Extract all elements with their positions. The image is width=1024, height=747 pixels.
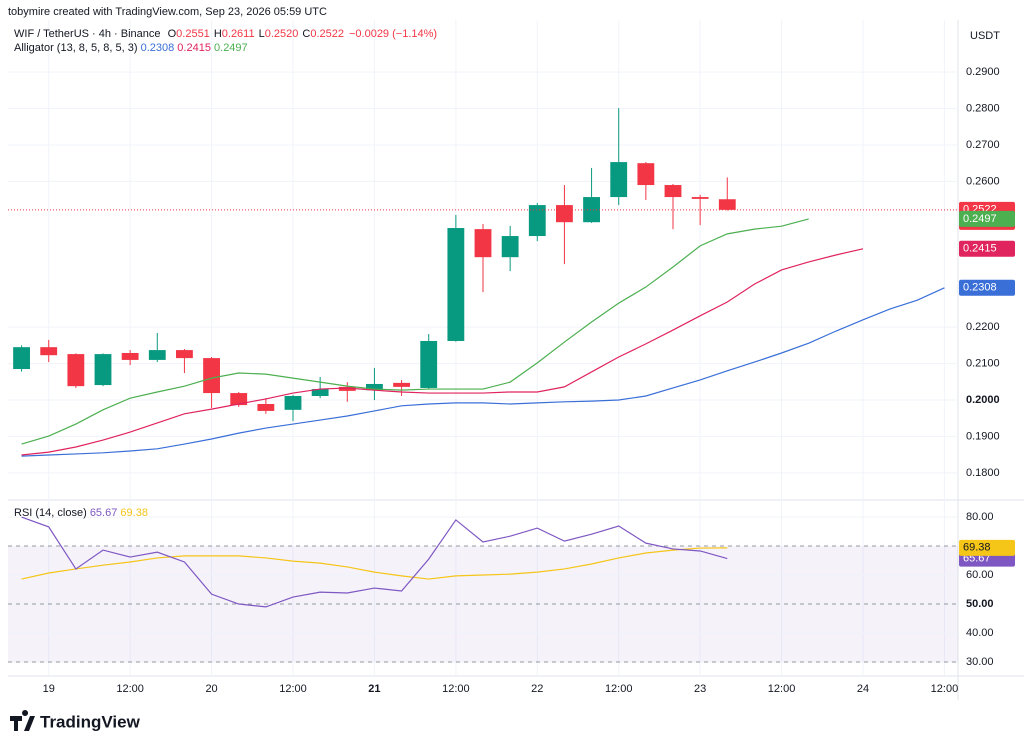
candle-body bbox=[148, 350, 166, 360]
x-tick-label: 12:00 bbox=[116, 683, 144, 695]
x-tick-label: 20 bbox=[205, 683, 217, 695]
y-tick-label: 0.2600 bbox=[966, 175, 1000, 187]
candle-body bbox=[366, 383, 383, 391]
x-tick-label: 12:00 bbox=[605, 683, 633, 695]
candle-body bbox=[284, 395, 302, 410]
candle-body bbox=[637, 163, 655, 186]
price-label: 0.2415 bbox=[963, 243, 997, 255]
y-tick-label: 0.2100 bbox=[966, 357, 1000, 369]
candle-body bbox=[474, 229, 492, 258]
candle-body bbox=[610, 162, 628, 198]
candle-body bbox=[338, 386, 356, 391]
candle-body bbox=[691, 197, 709, 199]
y-tick-label: 0.2800 bbox=[966, 102, 1000, 114]
x-tick-label: 12:00 bbox=[279, 683, 307, 695]
legend-key: O bbox=[168, 28, 177, 40]
y-tick-label: 80.00 bbox=[966, 511, 994, 523]
legend: Alligator (13, 8, 5, 8, 5, 3) 0.2308 0.2… bbox=[14, 42, 248, 54]
y-tick-label: 40.00 bbox=[966, 627, 994, 639]
candle-body bbox=[94, 354, 112, 386]
candle-body bbox=[13, 347, 30, 370]
candle-body bbox=[67, 354, 85, 387]
line-series bbox=[21, 248, 864, 456]
candle-body bbox=[230, 393, 248, 406]
legend-item: RSI (14, close) bbox=[14, 507, 87, 519]
line-series bbox=[21, 287, 945, 457]
legend-key: H bbox=[214, 28, 222, 40]
price-label-box bbox=[959, 240, 1015, 257]
y-tick-label: 0.1900 bbox=[966, 430, 1000, 442]
legend-item: 0.2415 bbox=[177, 42, 211, 54]
candle-body bbox=[718, 199, 736, 210]
line-series bbox=[21, 516, 728, 608]
y-tick-label: 60.00 bbox=[966, 569, 994, 581]
candle-body bbox=[501, 236, 519, 258]
legend-key: C bbox=[302, 28, 310, 40]
legend-key: L bbox=[259, 28, 265, 40]
legend-value: 0.2520 bbox=[265, 28, 299, 40]
legend-item: 65.67 bbox=[90, 507, 118, 519]
legend-item: 0.2497 bbox=[214, 42, 248, 54]
price-label-box bbox=[959, 539, 1015, 556]
x-tick-label: 23 bbox=[694, 683, 706, 695]
y-tick-label: 0.2700 bbox=[966, 139, 1000, 151]
logo: TradingView bbox=[10, 710, 141, 731]
legend-value: 0.2551 bbox=[176, 28, 210, 40]
y-tick-label: 0.2200 bbox=[966, 321, 1000, 333]
legend: WIF / TetherUS · 4h · Binance O0.2551 H0.… bbox=[14, 28, 437, 40]
currency: USDT bbox=[970, 30, 1000, 42]
candle-body bbox=[311, 389, 329, 396]
price-label-box bbox=[959, 279, 1015, 296]
candle-body bbox=[393, 382, 410, 387]
candle-body bbox=[420, 340, 438, 388]
legend: RSI (14, close) 65.67 69.38 bbox=[14, 507, 148, 519]
x-tick-label: 24 bbox=[857, 683, 869, 695]
legend-item: 0.2308 bbox=[141, 42, 175, 54]
x-tick-label: 12:00 bbox=[931, 683, 959, 695]
candle-body bbox=[583, 197, 600, 223]
x-tick-label: 22 bbox=[531, 683, 543, 695]
brand: TradingView bbox=[40, 712, 141, 731]
candle-body bbox=[556, 205, 573, 223]
candle-body bbox=[176, 350, 193, 359]
candle-body bbox=[203, 358, 220, 394]
legend-item: WIF / TetherUS · 4h · Binance bbox=[14, 28, 161, 40]
y-tick-label: 0.2900 bbox=[966, 66, 1000, 78]
x-tick-label: 21 bbox=[368, 683, 380, 695]
credit: tobymire created with TradingView.com, S… bbox=[8, 6, 327, 18]
line-series bbox=[21, 218, 809, 445]
candle-body bbox=[664, 185, 682, 198]
price-label: 0.2497 bbox=[963, 213, 997, 225]
price-label: 0.2308 bbox=[963, 282, 997, 294]
legend-item: 69.38 bbox=[120, 507, 148, 519]
y-tick-label: 0.1800 bbox=[966, 467, 1000, 479]
candle-body bbox=[447, 228, 465, 341]
legend-item: Alligator (13, 8, 5, 8, 5, 3) bbox=[14, 42, 138, 54]
legend-value: 0.2611 bbox=[222, 28, 255, 40]
price-label-box bbox=[959, 210, 1015, 227]
legend-value: 0.2522 bbox=[310, 28, 344, 40]
x-tick-label: 19 bbox=[43, 683, 55, 695]
y-tick-label: 50.00 bbox=[966, 598, 994, 610]
line-series bbox=[21, 547, 728, 580]
legend-change: −0.0029 (−1.14%) bbox=[349, 28, 437, 40]
price-label: 69.38 bbox=[963, 542, 991, 554]
x-tick-label: 12:00 bbox=[442, 683, 470, 695]
x-tick-label: 12:00 bbox=[768, 683, 796, 695]
candle-body bbox=[121, 352, 139, 360]
y-tick-label: 0.2000 bbox=[966, 394, 1000, 406]
logo-icon bbox=[10, 710, 35, 731]
y-tick-label: 30.00 bbox=[966, 656, 994, 668]
candle-body bbox=[257, 404, 275, 411]
candle-body bbox=[40, 347, 58, 356]
candle-body bbox=[528, 205, 546, 237]
